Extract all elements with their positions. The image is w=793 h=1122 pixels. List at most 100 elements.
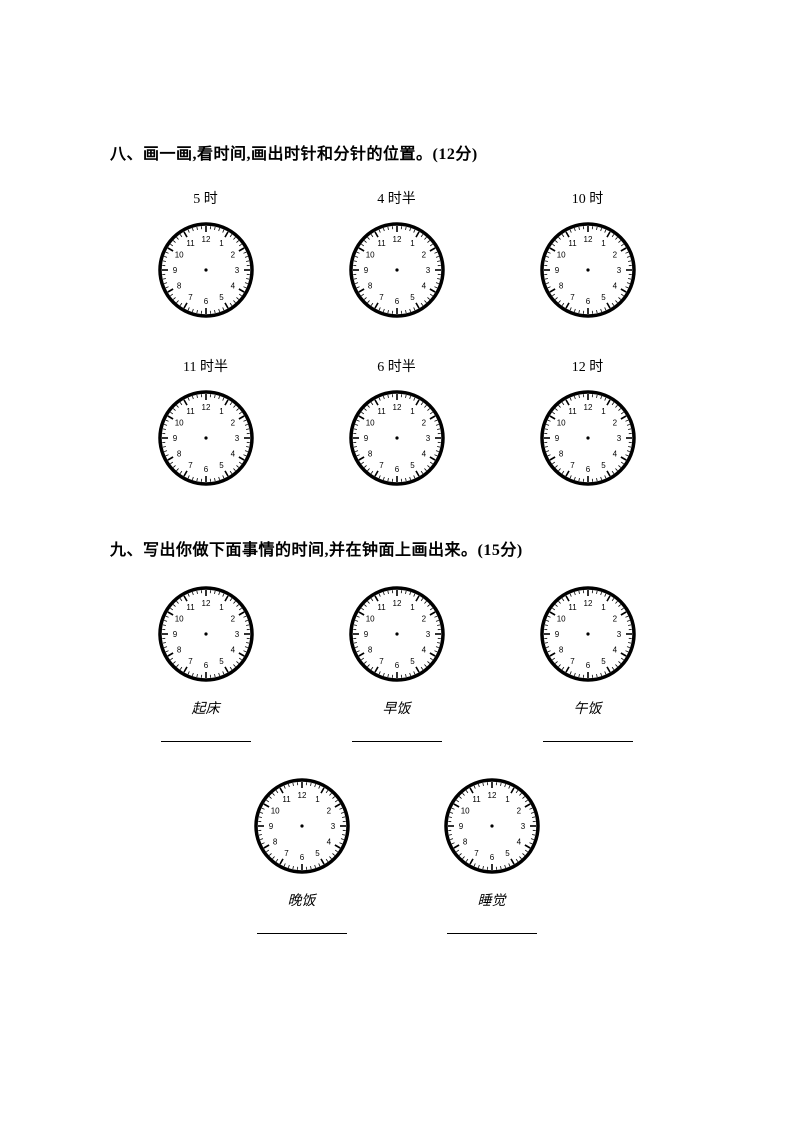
svg-text:4: 4: [612, 450, 617, 459]
clock-face-icon: 121234567891011: [156, 584, 256, 684]
clock-face-icon: 121234567891011: [538, 220, 638, 320]
clock-cell: 121234567891011 早饭: [322, 584, 472, 742]
clock-face-icon: 121234567891011: [538, 584, 638, 684]
svg-text:12: 12: [201, 235, 210, 244]
svg-text:4: 4: [612, 646, 617, 655]
svg-text:6: 6: [203, 465, 208, 474]
svg-text:12: 12: [583, 403, 592, 412]
svg-text:6: 6: [585, 465, 590, 474]
svg-text:7: 7: [284, 849, 289, 858]
svg-text:7: 7: [570, 461, 575, 470]
clock-label: 4 时半: [322, 188, 472, 208]
svg-text:12: 12: [392, 599, 401, 608]
clock-cell: 121234567891011: [322, 220, 472, 320]
svg-text:3: 3: [330, 822, 335, 831]
svg-text:5: 5: [505, 849, 510, 858]
clock-cell: 121234567891011: [322, 388, 472, 488]
svg-text:9: 9: [458, 822, 463, 831]
svg-text:10: 10: [556, 419, 565, 428]
answer-blank[interactable]: [447, 932, 537, 934]
svg-text:1: 1: [219, 407, 224, 416]
svg-text:10: 10: [556, 615, 565, 624]
svg-text:4: 4: [612, 282, 617, 291]
svg-text:7: 7: [188, 461, 193, 470]
svg-text:5: 5: [219, 657, 224, 666]
activity-label: 午饭: [574, 698, 602, 718]
svg-text:12: 12: [583, 599, 592, 608]
svg-text:10: 10: [556, 251, 565, 260]
svg-text:8: 8: [367, 282, 372, 291]
svg-text:9: 9: [363, 630, 368, 639]
activity-label: 晚饭: [288, 890, 316, 910]
clock-label: 6 时半: [322, 356, 472, 376]
svg-text:3: 3: [616, 434, 621, 443]
svg-text:5: 5: [410, 293, 415, 302]
svg-text:1: 1: [219, 239, 224, 248]
clock-cell: 121234567891011 睡觉: [417, 776, 567, 934]
svg-text:12: 12: [487, 791, 496, 800]
section9-row1-clocks: 121234567891011 起床 121234567891011 早饭 12…: [110, 584, 683, 742]
activity-label: 起床: [192, 698, 220, 718]
svg-text:4: 4: [421, 282, 426, 291]
svg-text:11: 11: [568, 407, 577, 416]
svg-text:3: 3: [520, 822, 525, 831]
clock-label: 5 时: [131, 188, 281, 208]
svg-text:11: 11: [186, 407, 195, 416]
clock-label: 11 时半: [131, 356, 281, 376]
svg-text:10: 10: [270, 807, 279, 816]
section9-row2-clocks: 121234567891011 晚饭 121234567891011 睡觉: [110, 776, 683, 934]
svg-text:9: 9: [554, 434, 559, 443]
svg-text:2: 2: [230, 251, 235, 260]
svg-text:9: 9: [172, 630, 177, 639]
answer-blank[interactable]: [161, 740, 251, 742]
svg-text:2: 2: [421, 615, 426, 624]
svg-text:2: 2: [421, 419, 426, 428]
svg-text:2: 2: [421, 251, 426, 260]
svg-text:3: 3: [234, 434, 239, 443]
svg-text:12: 12: [583, 235, 592, 244]
svg-text:9: 9: [554, 630, 559, 639]
svg-text:7: 7: [188, 293, 193, 302]
svg-text:2: 2: [516, 807, 521, 816]
clock-cell: 121234567891011 起床: [131, 584, 281, 742]
svg-text:9: 9: [172, 266, 177, 275]
svg-text:7: 7: [379, 293, 384, 302]
svg-text:1: 1: [315, 795, 320, 804]
svg-text:3: 3: [425, 266, 430, 275]
clock-face-icon: 121234567891011: [347, 584, 447, 684]
activity-label: 早饭: [383, 698, 411, 718]
svg-text:7: 7: [570, 293, 575, 302]
svg-text:9: 9: [554, 266, 559, 275]
clock-face-icon: 121234567891011: [156, 220, 256, 320]
svg-text:8: 8: [272, 838, 277, 847]
svg-text:8: 8: [367, 646, 372, 655]
svg-text:4: 4: [326, 838, 331, 847]
svg-text:8: 8: [176, 282, 181, 291]
clock-label: 10 时: [513, 188, 663, 208]
clock-face-icon: 121234567891011: [347, 220, 447, 320]
svg-text:10: 10: [460, 807, 469, 816]
clock-cell: 121234567891011: [131, 220, 281, 320]
svg-text:7: 7: [188, 657, 193, 666]
svg-text:2: 2: [612, 419, 617, 428]
answer-blank[interactable]: [257, 932, 347, 934]
svg-text:1: 1: [410, 603, 415, 612]
answer-blank[interactable]: [352, 740, 442, 742]
section8-row1-labels: 5 时 4 时半 10 时: [110, 188, 683, 208]
svg-text:4: 4: [230, 450, 235, 459]
answer-blank[interactable]: [543, 740, 633, 742]
svg-text:9: 9: [268, 822, 273, 831]
svg-text:10: 10: [365, 615, 374, 624]
svg-text:11: 11: [568, 603, 577, 612]
svg-text:11: 11: [186, 239, 195, 248]
svg-text:4: 4: [516, 838, 521, 847]
svg-text:12: 12: [297, 791, 306, 800]
svg-text:5: 5: [601, 461, 606, 470]
svg-text:7: 7: [474, 849, 479, 858]
svg-text:11: 11: [472, 795, 481, 804]
clock-cell: 121234567891011: [513, 220, 663, 320]
svg-text:6: 6: [585, 297, 590, 306]
svg-text:3: 3: [616, 266, 621, 275]
svg-text:1: 1: [410, 407, 415, 416]
svg-text:1: 1: [505, 795, 510, 804]
